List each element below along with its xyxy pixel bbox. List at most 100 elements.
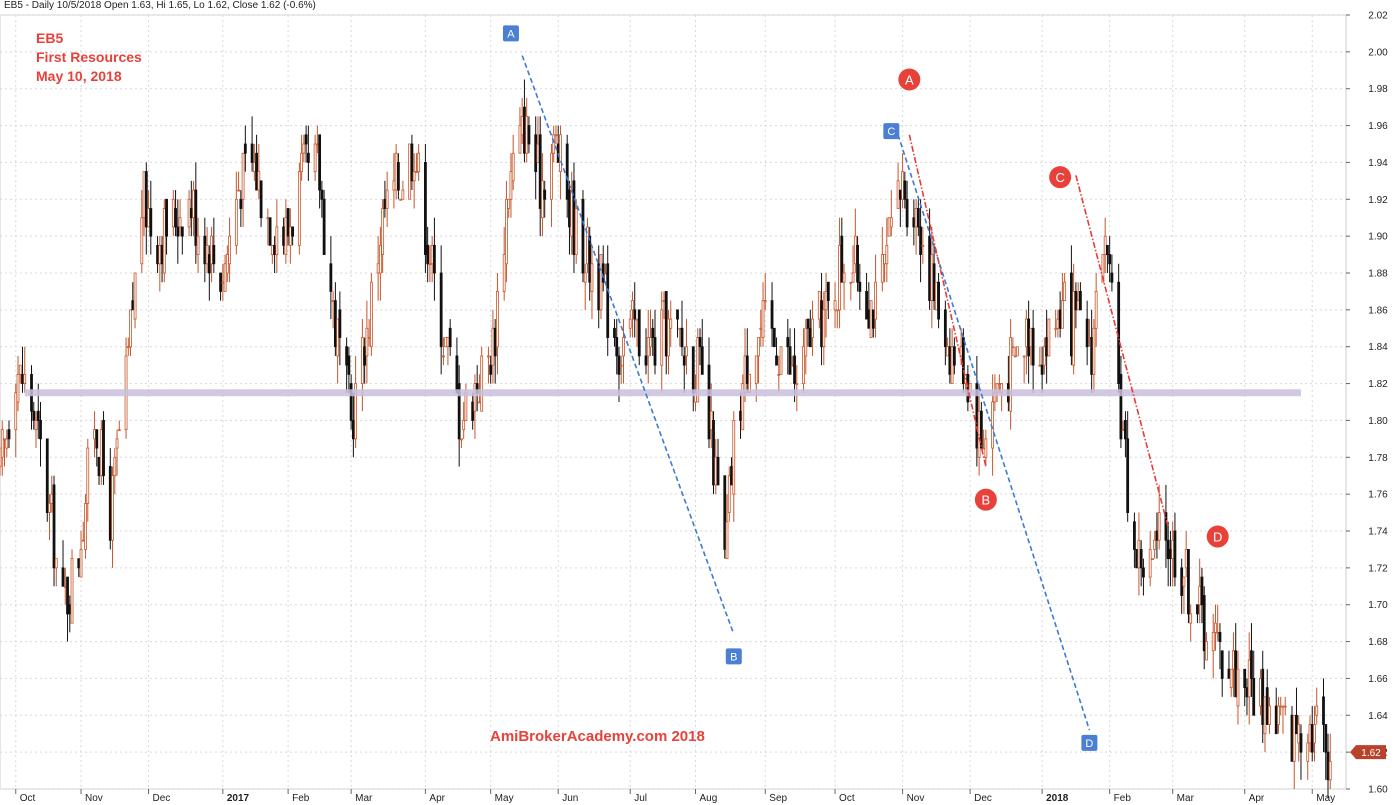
candle-body — [347, 355, 351, 375]
chart-header-info: EB5 - Daily 10/5/2018 Open 1.63, Hi 1.65… — [4, 0, 316, 11]
candle-body — [525, 115, 529, 154]
square-marker-label: A — [507, 28, 515, 40]
candle-body — [1072, 291, 1076, 366]
candle-body — [300, 152, 304, 173]
circle-marker-label: C — [1055, 170, 1064, 185]
candle-body — [1015, 346, 1019, 357]
candle-body — [574, 208, 578, 255]
candle-body — [1027, 318, 1031, 357]
candle-body — [1236, 668, 1240, 707]
y-tick-label: 1.72 — [1368, 563, 1388, 574]
candle-body — [36, 410, 40, 421]
candle-body — [174, 208, 177, 228]
candle-body — [1283, 705, 1287, 708]
candle-body — [394, 152, 398, 191]
blue-trendline — [521, 55, 735, 635]
candle-body — [707, 364, 711, 440]
candle-body — [178, 217, 182, 228]
candle-body — [1119, 373, 1123, 440]
candle-body — [622, 337, 625, 357]
candle-body — [581, 198, 585, 274]
candle-body — [1013, 355, 1017, 358]
candle-body — [1009, 337, 1013, 412]
candle-body — [685, 346, 688, 357]
candle-body — [1069, 272, 1073, 357]
candle-body — [1054, 327, 1058, 330]
y-tick-label: 1.92 — [1368, 195, 1388, 206]
candle-body — [493, 327, 497, 357]
candle-body — [1234, 650, 1238, 698]
candle-body — [439, 272, 443, 348]
candle-body — [196, 235, 200, 255]
candle-body — [1232, 650, 1235, 670]
candle-body — [455, 355, 459, 394]
candle-body — [7, 429, 11, 440]
candle-body — [1110, 272, 1114, 283]
candle-body — [203, 235, 207, 265]
candle-body — [1133, 521, 1136, 550]
candle-body — [336, 318, 340, 357]
candle-body — [727, 475, 731, 513]
candle-body — [237, 189, 240, 192]
candle-body — [318, 134, 322, 191]
candle-body — [1227, 668, 1231, 679]
candle-body — [1184, 549, 1188, 569]
candle-body — [381, 208, 385, 255]
candle-body — [489, 364, 493, 375]
square-marker-label: C — [887, 126, 895, 138]
candle-body — [1182, 576, 1186, 587]
y-axis: 1.60 1.62 1.64 1.66 1.68 1.70 1.72 1.74 1.76 1.78… — [1346, 11, 1388, 796]
candle-body — [95, 429, 99, 449]
candle-body — [1169, 549, 1172, 560]
candle-body — [912, 217, 916, 228]
candle-body — [194, 189, 198, 246]
candle-body — [714, 456, 718, 486]
x-tick-label: Sep — [769, 793, 787, 804]
square-marker-label: D — [1085, 738, 1093, 750]
candle-body — [1031, 327, 1035, 366]
candle-body — [572, 180, 576, 255]
candle-body — [804, 327, 808, 357]
candle-body — [921, 244, 925, 247]
candle-body — [635, 318, 639, 321]
candle-body — [239, 198, 243, 209]
candle-body — [225, 254, 229, 274]
candle-body — [442, 355, 445, 358]
candle-body — [210, 235, 213, 265]
candle-body — [883, 254, 886, 265]
candle-body — [554, 134, 558, 137]
y-tick-label: 1.76 — [1368, 490, 1388, 501]
candle-body — [637, 309, 641, 357]
candle-body — [176, 226, 180, 237]
candle-body — [165, 198, 168, 237]
candle-body — [363, 346, 367, 366]
y-tick-label: 1.70 — [1368, 600, 1388, 611]
candle-body — [1166, 539, 1170, 560]
candle-body — [802, 346, 805, 384]
candle-body — [221, 281, 225, 284]
candle-body — [790, 364, 794, 367]
candle-body — [1040, 364, 1044, 375]
candle-body — [1079, 291, 1082, 311]
candle-body — [16, 373, 20, 403]
candle-body — [754, 355, 758, 384]
candle-body — [1265, 687, 1269, 725]
candle-body — [1076, 300, 1080, 311]
candle-body — [133, 272, 137, 320]
candle-body — [583, 272, 587, 283]
candle-body — [849, 281, 853, 284]
candle-body — [322, 198, 326, 255]
candle-body — [570, 189, 574, 237]
candle-body — [68, 604, 72, 615]
candle-body — [772, 327, 776, 348]
x-tick-label: Dec — [153, 793, 171, 804]
candle-body — [541, 180, 544, 219]
candle-body — [1322, 696, 1325, 725]
x-tick-label: Apr — [1249, 793, 1265, 804]
candle-body — [369, 281, 373, 348]
candle-body — [518, 125, 522, 154]
candle-body — [81, 539, 85, 542]
candle-body — [433, 244, 436, 274]
candle-body — [660, 309, 664, 366]
candle-body — [471, 401, 475, 421]
